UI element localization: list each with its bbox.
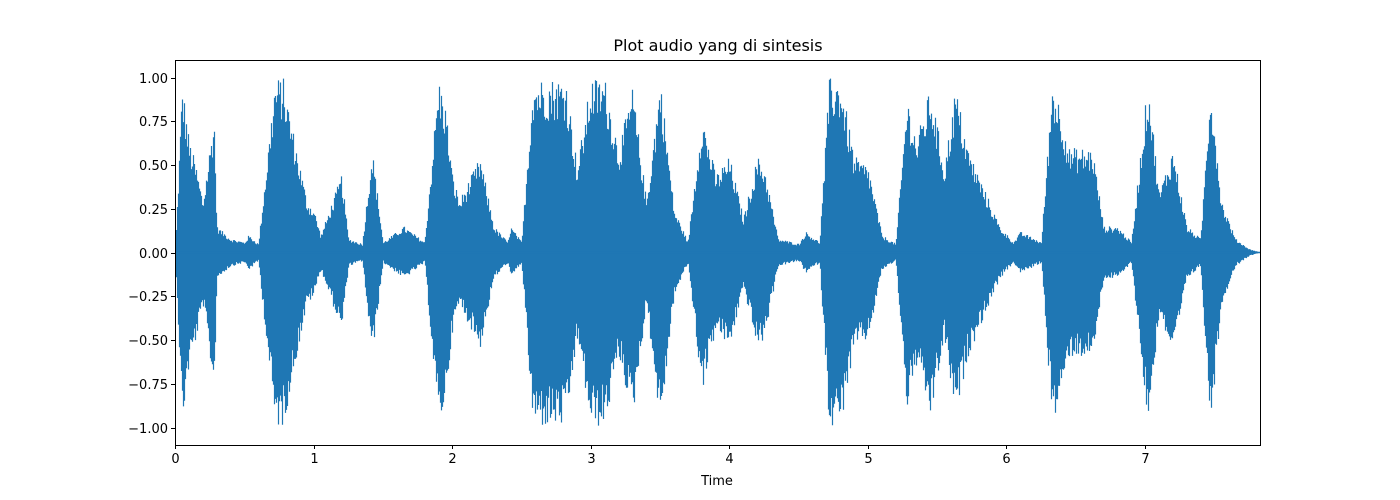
y-tick-label: −0.75 bbox=[128, 378, 168, 393]
x-tick-label: 6 bbox=[1002, 452, 1010, 467]
x-tick-label: 0 bbox=[171, 452, 179, 467]
x-tick-label: 1 bbox=[310, 452, 318, 467]
x-tick-label: 7 bbox=[1141, 452, 1149, 467]
y-axis: −1.00 −0.75 −0.50 −0.25 0.00 0.25 0.50 0.75 1.00 bbox=[128, 72, 175, 437]
x-tick-label: 3 bbox=[587, 452, 595, 467]
y-tick-label: 0.25 bbox=[139, 203, 168, 218]
y-tick-label: 0.75 bbox=[139, 115, 168, 130]
x-axis-label: Time bbox=[700, 474, 733, 489]
y-tick-label: −1.00 bbox=[128, 422, 168, 437]
y-tick-label: 1.00 bbox=[139, 72, 168, 87]
waveform-series bbox=[175, 78, 1261, 426]
x-tick-label: 5 bbox=[864, 452, 872, 467]
x-tick-label: 4 bbox=[725, 452, 733, 467]
plot-frame bbox=[175, 60, 1261, 446]
y-tick-label: 0.00 bbox=[139, 247, 168, 262]
y-tick-label: −0.50 bbox=[128, 334, 168, 349]
chart-title: Plot audio yang di sintesis bbox=[613, 36, 822, 55]
x-tick-label: 2 bbox=[448, 452, 456, 467]
y-tick-label: 0.50 bbox=[139, 159, 168, 174]
y-tick-label: −0.25 bbox=[128, 290, 168, 305]
